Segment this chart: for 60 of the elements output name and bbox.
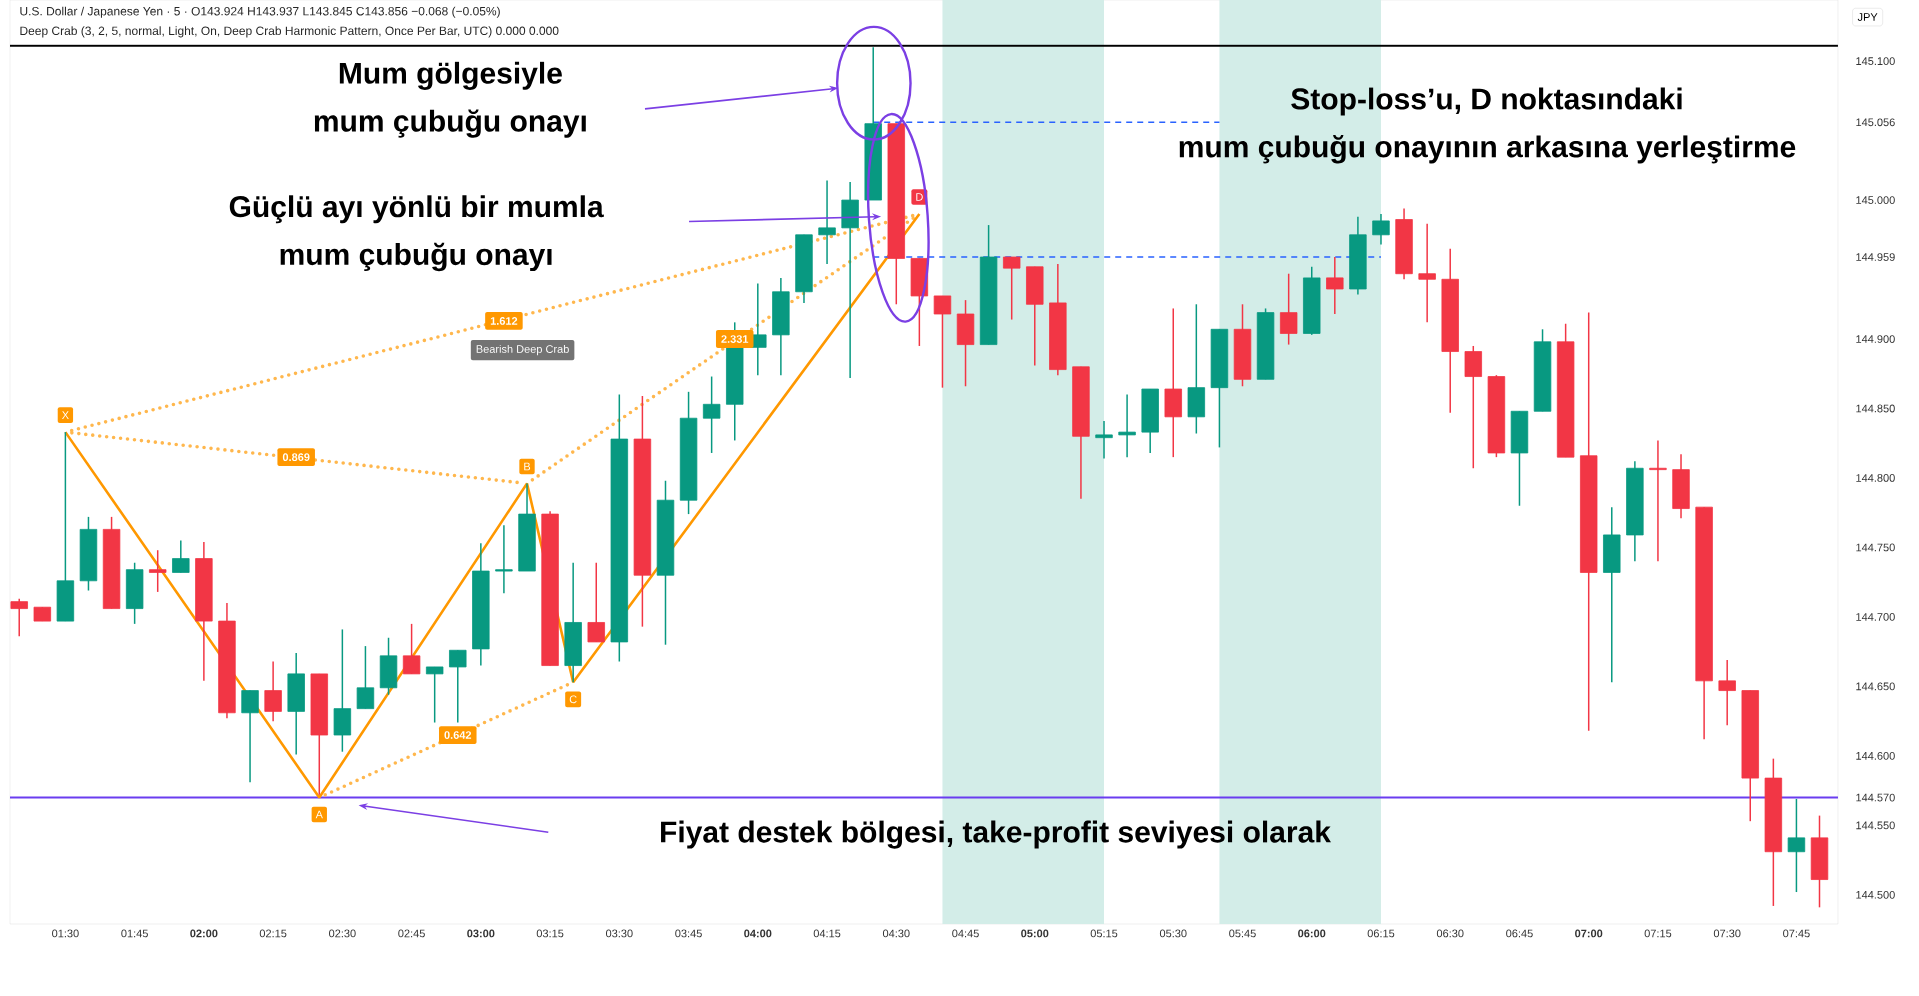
x-tick-label: 04:00 <box>744 929 772 938</box>
annotation: X <box>61 411 69 419</box>
y-tick-label: 144.550 <box>1856 821 1895 830</box>
annotation: Güçlü ayı yönlü bir mumla <box>229 195 604 224</box>
x-tick-label: 04:30 <box>882 929 910 938</box>
annotation: mum çubuğu onayının arkasına yerleştirme <box>1179 135 1796 164</box>
annotation: 1.612 <box>490 317 518 325</box>
x-tick-label: 07:15 <box>1644 929 1672 938</box>
x-tick-label: 07:45 <box>1783 929 1810 938</box>
x-tick-label: 03:00 <box>467 929 495 938</box>
y-tick-label: 145.000 <box>1856 196 1895 204</box>
y-tick-label: 144.750 <box>1856 543 1895 552</box>
annotation: 0.869 <box>282 453 310 462</box>
y-tick-label: 144.500 <box>1856 890 1895 899</box>
annotation: mum çubuğu onayı <box>314 109 586 138</box>
x-tick-label: 03:30 <box>605 929 633 938</box>
x-tick-label: 05:15 <box>1090 929 1118 938</box>
text: Deep Crab (3, 2, 5, normal, Light, On, Deep Crab Harmonic Pattern, Once Per Bar, UTC) 0.000 0.000 <box>20 26 559 38</box>
y-tick-label: 144.700 <box>1856 613 1895 621</box>
x-tick-label: 01:45 <box>121 929 148 938</box>
annotation: 0.642 <box>444 731 472 739</box>
y-tick-label: 144.800 <box>1856 474 1895 482</box>
annotation: 2.331 <box>721 335 749 343</box>
y-tick-label: 144.650 <box>1856 682 1895 691</box>
text: U.S. Dollar / Japanese Yen · 5 · O143.924 H143.937 L143.845 C143.856 −0.068 (−0.05%) <box>20 6 500 18</box>
x-tick-label: 04:15 <box>813 929 841 938</box>
x-tick-label: 03:45 <box>675 929 702 938</box>
text: JPY <box>1857 13 1878 21</box>
x-tick-label: 06:30 <box>1436 929 1464 938</box>
x-tick-label: 01:30 <box>52 929 79 938</box>
x-tick-label: 05:45 <box>1229 929 1256 938</box>
x-tick-label: 03:15 <box>536 929 564 938</box>
x-tick-label: 05:30 <box>1159 929 1187 938</box>
x-tick-label: 06:45 <box>1506 929 1533 938</box>
annotation: A <box>315 810 323 819</box>
annotation: Bearish Deep Crab <box>476 344 569 356</box>
x-tick-label: 02:45 <box>398 929 425 938</box>
y-tick-label: 144.900 <box>1856 335 1895 343</box>
annotation: Mum gölgesiyle <box>339 61 562 90</box>
x-tick-label: 02:15 <box>259 929 287 938</box>
x-tick-label: 02:30 <box>329 929 356 938</box>
annotation: D <box>916 193 923 201</box>
annotation: C <box>569 695 577 704</box>
annotation: B <box>524 462 531 471</box>
x-tick-label: 02:00 <box>190 929 218 938</box>
x-tick-label: 05:00 <box>1021 929 1049 938</box>
y-tick-label: 145.100 <box>1856 57 1895 66</box>
x-tick-label: 06:00 <box>1298 929 1326 938</box>
y-tick-label: 144.570 <box>1856 793 1895 802</box>
annotation: mum çubuğu onayı <box>280 242 552 272</box>
annotation: Stop-loss’u, D noktasındaki <box>1291 87 1682 116</box>
x-tick-label: 07:00 <box>1575 929 1603 938</box>
x-tick-label: 07:30 <box>1713 929 1741 938</box>
y-tick-label: 144.600 <box>1856 751 1895 760</box>
y-tick-label: 144.850 <box>1856 404 1895 413</box>
y-tick-label: 144.959 <box>1856 253 1895 261</box>
x-tick-label: 06:15 <box>1367 929 1395 938</box>
y-tick-label: 145.056 <box>1856 118 1895 127</box>
x-tick-label: 04:45 <box>952 929 979 938</box>
annotation: Fiyat destek bölgesi, take-profit seviyesi olarak <box>661 820 1331 849</box>
